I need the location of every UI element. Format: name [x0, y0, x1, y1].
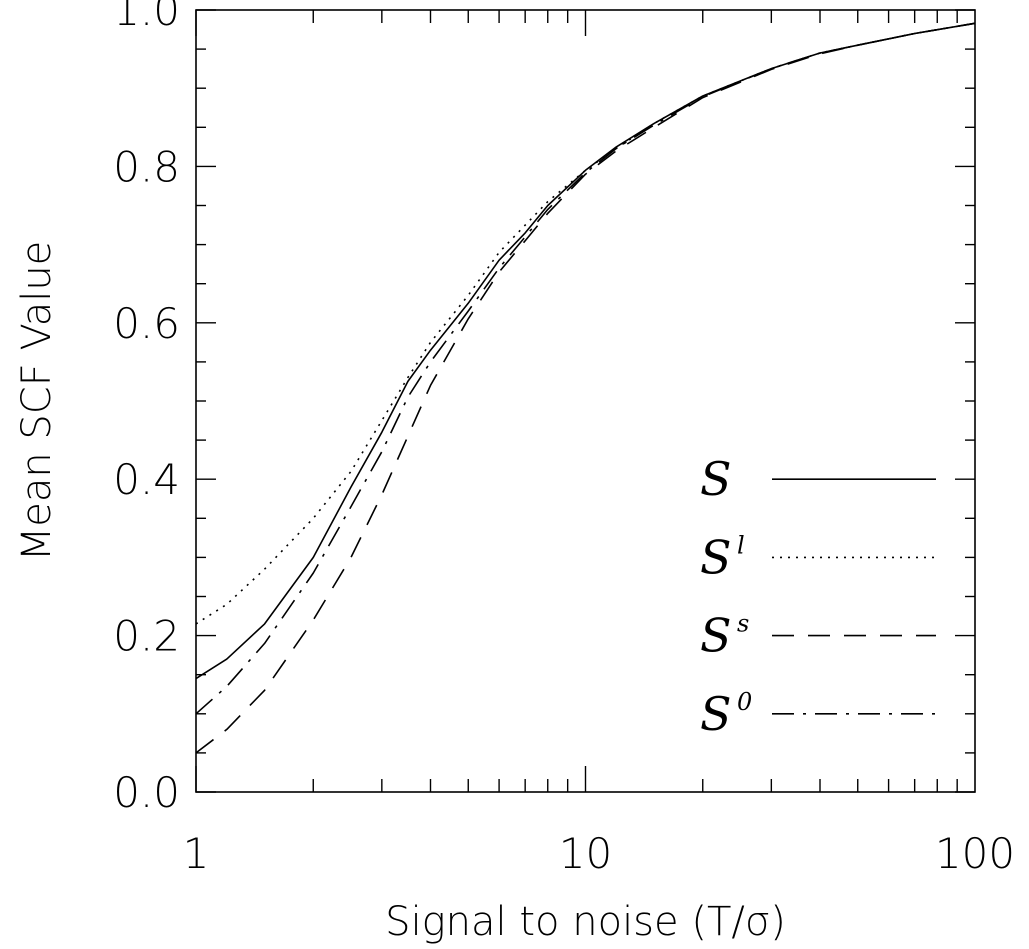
- x-axis-title: Signal to noise (T/σ): [385, 899, 786, 945]
- series-line-S0: [195, 22, 976, 715]
- axis-ticks: [195, 9, 975, 793]
- y-axis-title: Mean SCF Value: [14, 241, 60, 562]
- legend-superscript: l: [737, 531, 745, 559]
- y-tick-label: 0.4: [113, 455, 180, 504]
- series-line-S: [195, 22, 976, 680]
- legend-superscript: s: [737, 610, 749, 638]
- y-tick-label: 0.8: [113, 142, 180, 191]
- series-line-Sl: [195, 22, 976, 625]
- y-tick-label: 0.2: [113, 612, 180, 661]
- x-tick-label: 10: [559, 829, 612, 878]
- y-tick-label: 0.0: [113, 768, 180, 817]
- x-tick-labels: 1 10 100: [183, 829, 1015, 878]
- legend-symbol: S: [700, 609, 732, 663]
- y-tick-label: 1.0: [113, 0, 180, 35]
- legend-symbol: S: [700, 452, 732, 506]
- legend: SS lS sS 0: [700, 452, 936, 741]
- legend-symbol: S: [700, 687, 732, 741]
- series-line-Ss: [195, 22, 976, 754]
- legend-symbol: S: [700, 530, 732, 584]
- series-layer: [195, 22, 976, 754]
- x-tick-label: 100: [935, 829, 1015, 878]
- y-tick-label: 0.6: [113, 299, 180, 348]
- x-tick-label: 1: [183, 829, 210, 878]
- plot-frame: [195, 9, 976, 793]
- y-tick-labels: 0.0 0.2 0.4 0.6 0.8 1.0: [113, 0, 180, 817]
- legend-superscript: 0: [737, 688, 752, 716]
